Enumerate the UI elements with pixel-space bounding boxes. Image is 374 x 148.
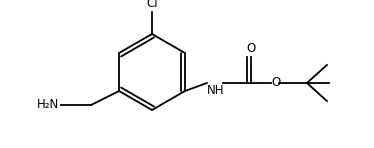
Text: Cl: Cl [146,0,158,10]
Text: O: O [246,42,255,55]
Text: O: O [271,77,280,90]
Text: H₂N: H₂N [37,99,59,111]
Text: NH: NH [207,84,224,97]
